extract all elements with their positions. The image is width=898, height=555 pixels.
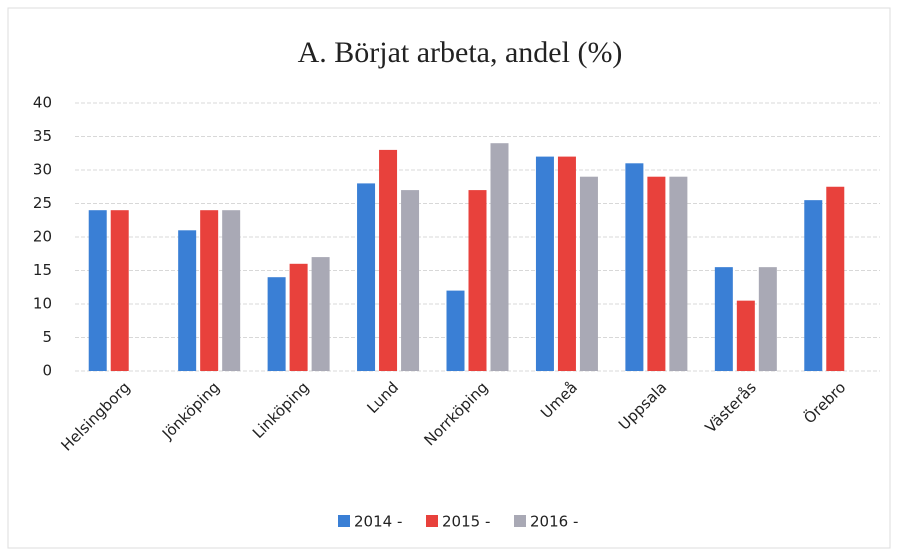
legend-label: 2016 - (530, 513, 578, 531)
y-tick-label: 25 (33, 194, 52, 212)
bar (557, 156, 576, 371)
chart-frame (7, 7, 891, 549)
y-tick-label: 20 (33, 228, 52, 246)
bar (625, 163, 644, 371)
bar (200, 210, 219, 371)
bar (110, 210, 129, 371)
bar (535, 156, 554, 371)
bar (446, 290, 465, 371)
bar (311, 257, 330, 371)
bar (267, 277, 286, 371)
bar (289, 263, 308, 371)
bar (736, 300, 755, 371)
bar (178, 230, 197, 371)
bar (379, 149, 398, 371)
y-tick-label: 10 (33, 295, 52, 313)
bar (826, 186, 845, 371)
bar (357, 183, 376, 371)
bar (804, 200, 823, 371)
y-tick-label: 0 (42, 362, 52, 380)
bar (88, 210, 107, 371)
bar (647, 176, 666, 371)
bar (468, 190, 487, 371)
chart-title: A. Börjat arbeta, andel (%) (298, 36, 623, 69)
y-tick-label: 35 (33, 127, 52, 145)
legend-swatch (426, 515, 438, 527)
legend-swatch (338, 515, 350, 527)
bar (758, 267, 777, 371)
y-tick-label: 30 (33, 161, 52, 179)
y-tick-label: 40 (33, 94, 52, 112)
legend-label: 2015 - (442, 513, 490, 531)
bar (669, 176, 688, 371)
bar (579, 176, 598, 371)
y-tick-label: 15 (33, 261, 52, 279)
legend-label: 2014 - (354, 513, 402, 531)
bar (490, 143, 509, 371)
bar (714, 267, 733, 371)
bar (401, 190, 420, 371)
y-tick-label: 5 (42, 328, 52, 346)
bar (222, 210, 241, 371)
legend-swatch (514, 515, 526, 527)
